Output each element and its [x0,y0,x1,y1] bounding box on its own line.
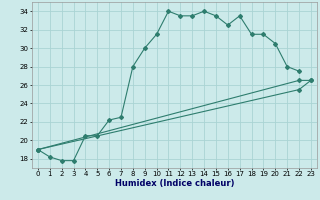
X-axis label: Humidex (Indice chaleur): Humidex (Indice chaleur) [115,179,234,188]
